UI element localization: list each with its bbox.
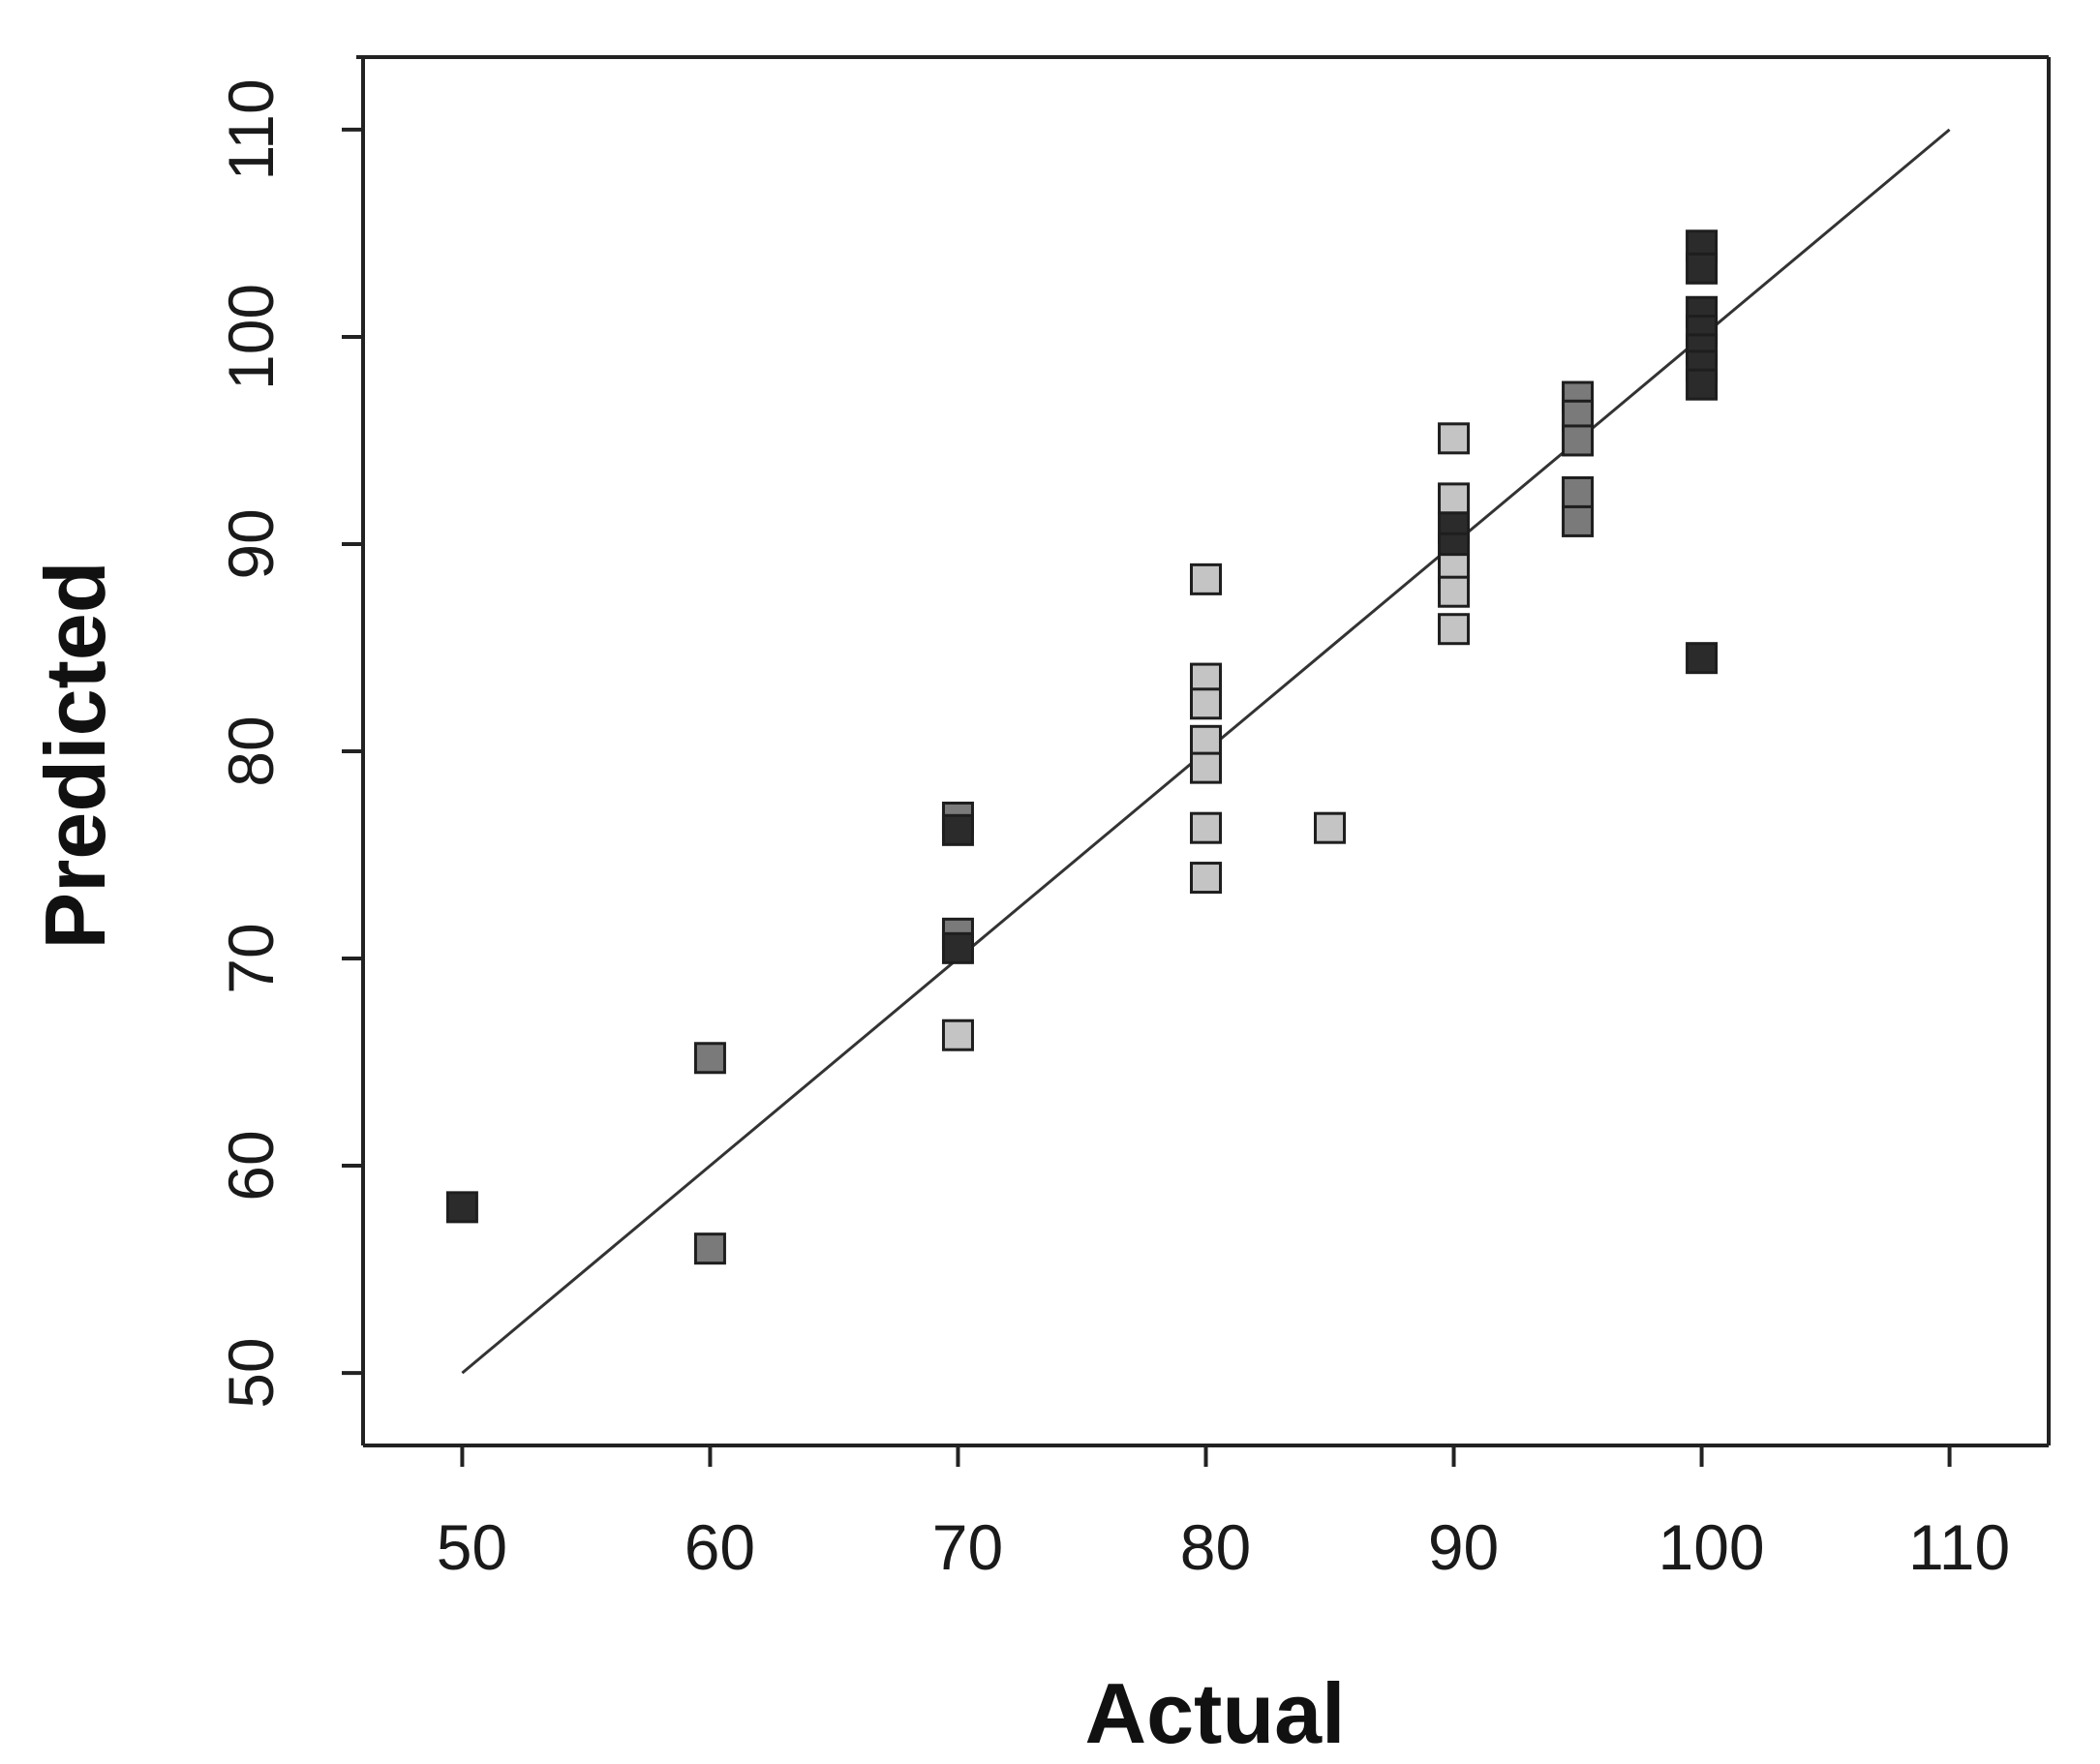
y-tick-label: 100 <box>215 284 287 390</box>
y-tick-label: 110 <box>215 78 287 180</box>
data-point <box>693 1042 726 1075</box>
data-point <box>445 1191 478 1224</box>
y-tick-label: 80 <box>215 715 287 786</box>
data-point <box>1190 724 1222 757</box>
data-point <box>1686 252 1719 285</box>
y-tick-label: 70 <box>215 923 287 993</box>
data-point <box>1562 504 1595 537</box>
data-point <box>1314 811 1347 844</box>
x-tick-label: 100 <box>1658 1511 1764 1583</box>
x-tick-label: 90 <box>1428 1511 1499 1583</box>
x-tick-label: 60 <box>685 1511 755 1583</box>
data-point <box>1190 811 1222 844</box>
data-point <box>1438 613 1471 646</box>
y-tick-label: 60 <box>215 1130 287 1201</box>
y-axis-title: Predicted <box>27 561 123 949</box>
data-point <box>1562 475 1595 508</box>
y-tick-label: 50 <box>215 1337 287 1408</box>
data-point <box>1190 862 1222 895</box>
x-tick-label: 50 <box>437 1511 507 1583</box>
data-point <box>1562 424 1595 457</box>
y-tick-label: 90 <box>215 508 287 579</box>
x-tick-label: 80 <box>1180 1511 1251 1583</box>
data-point <box>941 931 974 964</box>
x-axis-title: Actual <box>1085 1665 1346 1761</box>
data-point <box>1190 751 1222 784</box>
data-point <box>1438 482 1471 515</box>
data-point <box>1190 687 1222 720</box>
data-point <box>941 813 974 846</box>
data-point <box>1190 563 1222 595</box>
x-tick-label: 110 <box>1908 1511 2010 1583</box>
data-point <box>1686 368 1719 401</box>
x-tick-label: 70 <box>932 1511 1003 1583</box>
axis-ticks: 50 60 70 80 90 100 110 50 60 70 80 90 100 110 <box>215 78 2010 1583</box>
data-point <box>693 1232 726 1265</box>
data-point <box>1686 642 1719 675</box>
data-points <box>445 229 1719 1265</box>
data-point <box>1438 575 1471 608</box>
data-point <box>1438 422 1471 455</box>
data-point <box>941 1019 974 1051</box>
